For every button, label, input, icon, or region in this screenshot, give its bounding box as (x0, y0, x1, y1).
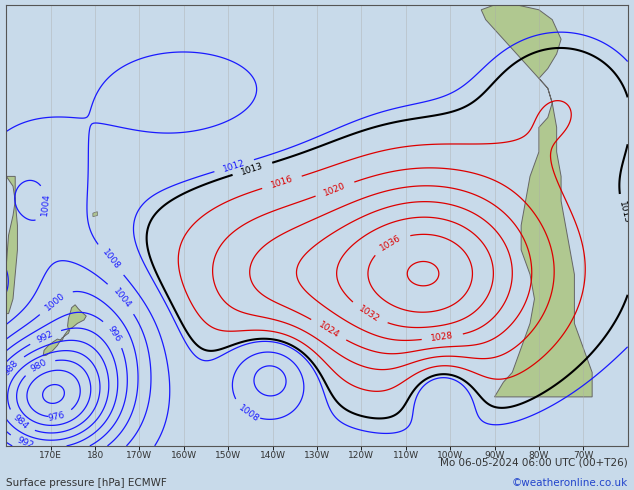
Text: 1013: 1013 (240, 161, 265, 176)
Text: 996: 996 (106, 324, 122, 343)
Text: 1004: 1004 (111, 287, 133, 310)
Text: 1036: 1036 (378, 233, 403, 252)
Text: Surface pressure [hPa] ECMWF: Surface pressure [hPa] ECMWF (6, 478, 167, 488)
Text: 1008: 1008 (237, 403, 261, 424)
Text: 1016: 1016 (269, 174, 294, 190)
Text: 980: 980 (29, 358, 49, 374)
Polygon shape (68, 305, 86, 329)
Text: 992: 992 (16, 436, 35, 450)
Text: ©weatheronline.co.uk: ©weatheronline.co.uk (512, 478, 628, 488)
Text: Mo 06-05-2024 06:00 UTC (00+T26): Mo 06-05-2024 06:00 UTC (00+T26) (440, 458, 628, 468)
Polygon shape (43, 330, 70, 356)
Text: 1004: 1004 (39, 193, 51, 216)
Text: 976: 976 (46, 410, 65, 422)
Text: 1032: 1032 (357, 304, 381, 324)
Polygon shape (93, 212, 98, 217)
Polygon shape (495, 78, 592, 397)
Text: 1028: 1028 (430, 331, 455, 343)
Text: 1008: 1008 (100, 248, 121, 271)
Text: 1013: 1013 (617, 200, 631, 225)
Text: 984: 984 (11, 413, 30, 431)
Text: 1024: 1024 (316, 320, 340, 340)
Text: 1020: 1020 (323, 181, 347, 197)
Polygon shape (481, 5, 561, 78)
Text: 1000: 1000 (43, 291, 67, 312)
Text: 1012: 1012 (222, 158, 247, 173)
Polygon shape (6, 176, 18, 314)
Text: 992: 992 (36, 329, 55, 344)
Text: 988: 988 (3, 358, 20, 377)
